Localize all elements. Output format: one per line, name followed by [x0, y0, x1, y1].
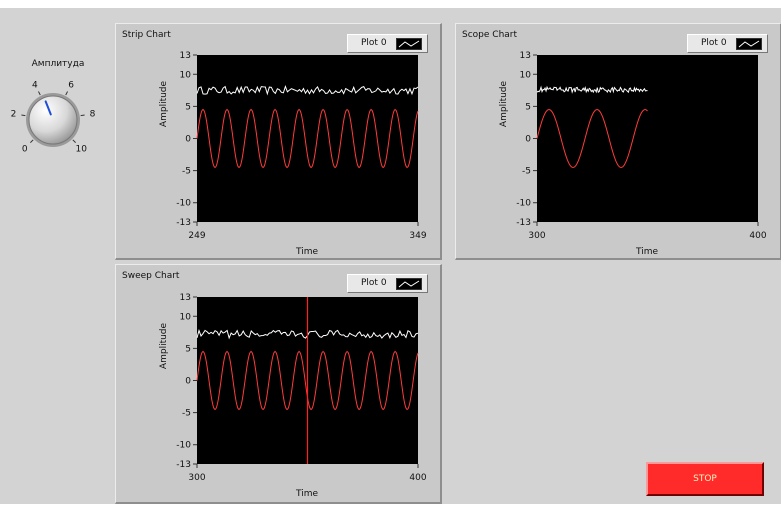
plot-legend[interactable]: Plot 0 — [347, 274, 428, 293]
x-min-label: 300 — [528, 231, 545, 241]
plot-style-icon — [396, 278, 422, 290]
noise-trace — [196, 84, 419, 96]
plot-area[interactable] — [537, 55, 758, 222]
stop-button[interactable]: STOP — [646, 462, 764, 496]
y-tick-label: -5 — [182, 409, 191, 419]
legend-label: Plot 0 — [361, 38, 387, 48]
y-tick-label: 10 — [180, 70, 192, 80]
y-tick-label: -10 — [516, 199, 531, 209]
knob-face — [28, 95, 78, 145]
knob-tick — [21, 114, 26, 117]
y-axis-label: Amplitude — [159, 322, 169, 369]
front-panel: Амплитуда 0 2 4 6 8 10 249 349 Time Amplitude… — [0, 8, 781, 504]
sweep-chart: 300 400 Time Amplitude 13 10 5 0 -5 -10 -13 Sw… — [115, 264, 442, 504]
x-min-label: 249 — [188, 231, 205, 241]
chart-title: Sweep Chart — [122, 271, 180, 281]
chart-title: Strip Chart — [122, 30, 171, 40]
y-tick-label: -13 — [176, 218, 191, 228]
knob-pointer — [44, 100, 52, 116]
x-axis-label: Time — [295, 247, 318, 257]
knob-ticks: 0 2 4 6 8 10 — [11, 80, 96, 154]
y-tick-label: -13 — [516, 218, 531, 228]
y-axis-label: Amplitude — [499, 80, 509, 127]
x-max-label: 400 — [409, 473, 426, 483]
y-tick-label: 5 — [185, 344, 191, 354]
plot-legend[interactable]: Plot 0 — [687, 34, 768, 53]
plot-style-icon — [396, 38, 422, 50]
knob-tick — [65, 91, 68, 96]
y-tick-label: 13 — [520, 51, 531, 61]
legend-label: Plot 0 — [701, 38, 727, 48]
x-min-label: 300 — [188, 473, 205, 483]
y-tick-label: 0 — [185, 377, 191, 387]
x-max-label: 400 — [749, 231, 766, 241]
y-tick-label: 13 — [180, 51, 191, 61]
noise-trace — [536, 85, 648, 94]
knob-tick — [80, 114, 85, 117]
y-tick-label: -13 — [176, 460, 191, 470]
knob-tick — [30, 139, 34, 143]
y-tick-label: -10 — [176, 199, 191, 209]
x-axis-label: Time — [295, 489, 318, 499]
y-tick-label: 13 — [180, 293, 191, 303]
plot-style-icon — [736, 38, 762, 50]
y-tick-label: -5 — [182, 167, 191, 177]
y-tick-label: 5 — [525, 102, 531, 112]
x-axis-label: Time — [635, 247, 658, 257]
legend-label: Plot 0 — [361, 278, 387, 288]
knob-tick — [38, 91, 41, 96]
knob-scale-label: 10 — [76, 144, 88, 154]
y-tick-label: 10 — [180, 312, 192, 322]
sine-trace — [536, 109, 648, 168]
plot-legend[interactable]: Plot 0 — [347, 34, 428, 53]
knob-scale-label: 2 — [11, 110, 17, 120]
sine-trace — [196, 109, 419, 168]
y-axis-label: Amplitude — [159, 80, 169, 127]
knob-label: Амплитуда — [31, 59, 85, 69]
y-tick-label: 10 — [520, 70, 532, 80]
x-max-label: 349 — [409, 231, 426, 241]
y-tick-label: 0 — [185, 135, 191, 145]
y-tick-label: 5 — [185, 102, 191, 112]
chart-title: Scope Chart — [462, 30, 518, 40]
strip-chart: 249 349 Time Amplitude 13 10 5 0 -5 -10 -13 St… — [115, 23, 442, 260]
scope-chart: 300 400 Time Amplitude 13 10 5 0 -5 -10 -13 Sc… — [455, 23, 781, 260]
knob-tick — [72, 139, 76, 143]
knob-scale-label: 6 — [68, 80, 74, 90]
amplitude-knob[interactable]: 0 2 4 6 8 10 — [8, 75, 108, 175]
plot-area[interactable] — [197, 55, 418, 222]
knob-scale-label: 0 — [22, 144, 28, 154]
y-tick-label: 0 — [525, 135, 531, 145]
knob-scale-label: 8 — [90, 110, 96, 120]
y-tick-label: -5 — [522, 167, 531, 177]
y-tick-label: -10 — [176, 441, 191, 451]
knob-scale-label: 4 — [32, 80, 38, 90]
